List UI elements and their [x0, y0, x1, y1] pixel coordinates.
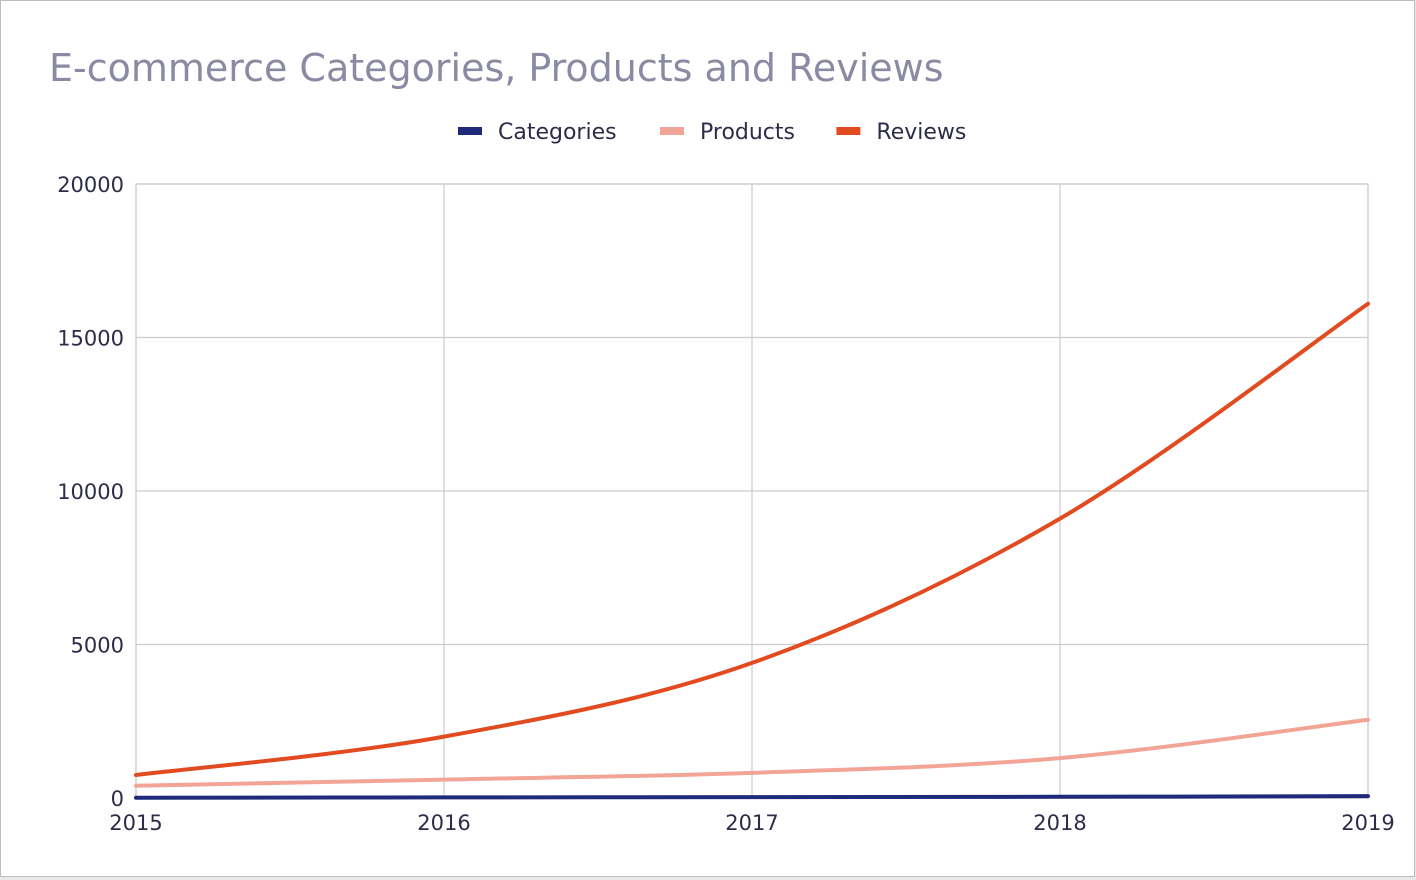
y-tick-label: 10000 [57, 480, 124, 504]
legend-swatch [660, 127, 684, 135]
x-tick-label: 2019 [1341, 811, 1394, 835]
legend-label: Categories [498, 120, 617, 145]
legend-swatch [458, 127, 482, 135]
x-tick-label: 2018 [1033, 811, 1086, 835]
legend-item-products: Products [660, 120, 795, 145]
legend: Categories Products Reviews [458, 120, 966, 145]
grid [135, 183, 1369, 799]
y-tick-label: 20000 [57, 173, 124, 197]
y-tick-label: 15000 [57, 327, 124, 351]
chart-title: E-commerce Categories, Products and Revi… [49, 46, 944, 90]
y-tick-label: 5000 [71, 634, 124, 658]
legend-label: Products [700, 120, 795, 145]
series-line-products [134, 717, 1370, 788]
y-axis: 0 5000 10000 15000 20000 [57, 173, 124, 811]
y-tick-label: 0 [111, 787, 124, 811]
x-tick-label: 2017 [725, 811, 778, 835]
legend-item-categories: Categories [458, 120, 617, 145]
x-axis: 2015 2016 2017 2018 2019 [109, 811, 1394, 835]
x-tick-label: 2016 [417, 811, 470, 835]
series-line-categories [134, 794, 1370, 800]
legend-swatch [836, 127, 861, 135]
series-lines [134, 301, 1370, 800]
legend-label: Reviews [876, 120, 966, 145]
x-tick-label: 2015 [109, 811, 162, 835]
legend-item-reviews: Reviews [836, 120, 966, 145]
series-line-reviews [134, 301, 1370, 777]
